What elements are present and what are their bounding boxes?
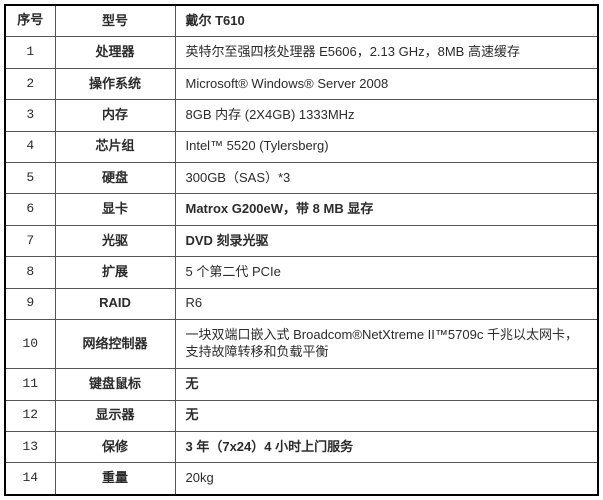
table-row-1: 1 处理器 英特尔至强四核处理器 E5606，2.13 GHz，8MB 高速缓存 <box>5 37 598 68</box>
row-1-label: 处理器 <box>55 37 175 68</box>
row-14-value: 20kg <box>175 463 598 495</box>
row-7-value: DVD 刻录光驱 <box>175 225 598 256</box>
row-10-label: 网络控制器 <box>55 320 175 369</box>
table-row-10: 10 网络控制器 一块双端口嵌入式 Broadcom®NetXtreme II™… <box>5 320 598 369</box>
row-8-no: 8 <box>5 257 55 288</box>
row-13-value: 3 年（7x24）4 小时上门服务 <box>175 432 598 463</box>
table-row-13: 13 保修 3 年（7x24）4 小时上门服务 <box>5 432 598 463</box>
row-2-label: 操作系统 <box>55 68 175 99</box>
row-5-label: 硬盘 <box>55 163 175 194</box>
header-col-model: 型号 <box>55 5 175 37</box>
row-4-label: 芯片组 <box>55 131 175 162</box>
table-row-9: 9 RAID R6 <box>5 288 598 319</box>
row-13-no: 13 <box>5 432 55 463</box>
row-3-value: 8GB 内存 (2X4GB) 1333MHz <box>175 100 598 131</box>
spec-table-wrapper: 序号 型号 戴尔 T610 1 处理器 英特尔至强四核处理器 E5606，2.1… <box>0 0 603 500</box>
header-col-device: 戴尔 T610 <box>175 5 598 37</box>
table-header-row: 序号 型号 戴尔 T610 <box>5 5 598 37</box>
table-row-4: 4 芯片组 Intel™ 5520 (Tylersberg) <box>5 131 598 162</box>
row-12-no: 12 <box>5 400 55 431</box>
row-6-value: Matrox G200eW，带 8 MB 显存 <box>175 194 598 225</box>
row-12-label: 显示器 <box>55 400 175 431</box>
row-9-no: 9 <box>5 288 55 319</box>
table-row-2: 2 操作系统 Microsoft® Windows® Server 2008 <box>5 68 598 99</box>
row-11-no: 11 <box>5 369 55 400</box>
row-1-no: 1 <box>5 37 55 68</box>
row-11-label: 键盘鼠标 <box>55 369 175 400</box>
table-row-8: 8 扩展 5 个第二代 PCIe <box>5 257 598 288</box>
table-row-6: 6 显卡 Matrox G200eW，带 8 MB 显存 <box>5 194 598 225</box>
row-4-no: 4 <box>5 131 55 162</box>
table-row-14: 14 重量 20kg <box>5 463 598 495</box>
table-row-5: 5 硬盘 300GB（SAS）*3 <box>5 163 598 194</box>
table-row-12: 12 显示器 无 <box>5 400 598 431</box>
row-8-value: 5 个第二代 PCIe <box>175 257 598 288</box>
row-10-no: 10 <box>5 320 55 369</box>
row-7-label: 光驱 <box>55 225 175 256</box>
row-4-value: Intel™ 5520 (Tylersberg) <box>175 131 598 162</box>
row-9-label: RAID <box>55 288 175 319</box>
header-col-serial: 序号 <box>5 5 55 37</box>
row-10-value: 一块双端口嵌入式 Broadcom®NetXtreme II™5709c 千兆以… <box>175 320 598 369</box>
row-14-label: 重量 <box>55 463 175 495</box>
row-8-label: 扩展 <box>55 257 175 288</box>
row-13-label: 保修 <box>55 432 175 463</box>
spec-table: 序号 型号 戴尔 T610 1 处理器 英特尔至强四核处理器 E5606，2.1… <box>4 4 599 496</box>
table-row-3: 3 内存 8GB 内存 (2X4GB) 1333MHz <box>5 100 598 131</box>
row-11-value: 无 <box>175 369 598 400</box>
row-2-no: 2 <box>5 68 55 99</box>
table-row-7: 7 光驱 DVD 刻录光驱 <box>5 225 598 256</box>
row-6-no: 6 <box>5 194 55 225</box>
row-3-no: 3 <box>5 100 55 131</box>
table-row-11: 11 键盘鼠标 无 <box>5 369 598 400</box>
row-7-no: 7 <box>5 225 55 256</box>
row-14-no: 14 <box>5 463 55 495</box>
row-9-value: R6 <box>175 288 598 319</box>
row-6-label: 显卡 <box>55 194 175 225</box>
row-12-value: 无 <box>175 400 598 431</box>
row-2-value: Microsoft® Windows® Server 2008 <box>175 68 598 99</box>
row-1-value: 英特尔至强四核处理器 E5606，2.13 GHz，8MB 高速缓存 <box>175 37 598 68</box>
row-5-value: 300GB（SAS）*3 <box>175 163 598 194</box>
row-3-label: 内存 <box>55 100 175 131</box>
row-5-no: 5 <box>5 163 55 194</box>
